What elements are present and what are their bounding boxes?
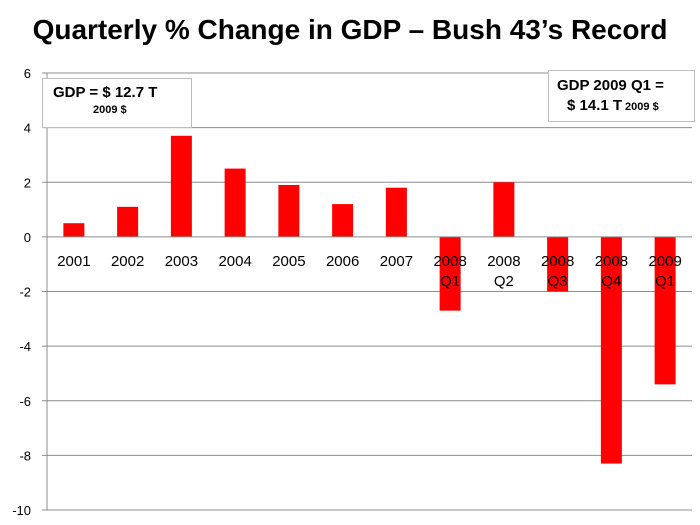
gdp-2009q1-unit: 2009 $	[625, 101, 659, 113]
gdp-2001-unit: 2009 $	[93, 104, 127, 116]
bar	[224, 168, 246, 237]
y-tick-label: -4	[19, 339, 31, 354]
y-tick-label: -6	[19, 394, 31, 409]
x-tick-label: 2003	[165, 253, 198, 270]
x-tick-label: Q1	[655, 273, 675, 290]
y-tick-label: 2	[24, 175, 31, 190]
gdp-2001-note: GDP = $ 12.7 T 2009 $	[42, 78, 192, 128]
bar	[439, 236, 461, 311]
x-tick-label: 2001	[57, 253, 90, 270]
x-tick-label: 2009	[648, 253, 681, 270]
labels: -10 -8 -6 -4 -2 0 2 4 6 2001 2002 2003 2004 2005 2006 2…	[12, 66, 682, 518]
gdp-2009q1-note: GDP 2009 Q1 = $ 14.1 T 2009 $	[548, 70, 695, 122]
x-tick-label: 2005	[272, 253, 305, 270]
y-tick-label: 4	[24, 121, 31, 136]
chart-title: Quarterly % Change in GDP – Bush 43’s Re…	[32, 14, 668, 45]
x-tick-label: 2008	[433, 253, 466, 270]
bar	[385, 187, 407, 237]
bar	[63, 223, 85, 237]
bar	[117, 206, 139, 237]
y-tick-label: -2	[19, 285, 31, 300]
gdp-2009q1-value: $ 14.1 T	[567, 97, 623, 114]
gdp-2009q1-heading: GDP 2009 Q1 =	[557, 77, 664, 94]
bar	[332, 204, 354, 237]
x-tick-label: Q3	[548, 273, 568, 290]
x-tick-label: Q2	[494, 273, 514, 290]
x-tick-label: 2004	[218, 253, 251, 270]
x-tick-label: Q4	[601, 273, 621, 290]
x-tick-label: 2006	[326, 253, 359, 270]
gdp-2001-value: GDP = $ 12.7 T	[53, 84, 158, 101]
bars	[63, 135, 676, 464]
grid-lines	[47, 72, 692, 511]
x-tick-label: Q1	[440, 273, 460, 290]
y-tick-label: 6	[24, 66, 31, 81]
x-tick-label: 2008	[595, 253, 628, 270]
y-tick-label: -8	[19, 448, 31, 463]
bar	[170, 135, 192, 237]
x-tick-label: 2008	[487, 253, 520, 270]
bar	[278, 184, 300, 237]
bar	[654, 236, 676, 385]
y-tick-label: 0	[24, 230, 31, 245]
y-tick-label: -10	[12, 503, 31, 518]
x-tick-label: 2008	[541, 253, 574, 270]
x-tick-label: 2007	[380, 253, 413, 270]
bar	[493, 182, 515, 237]
bar	[600, 236, 622, 464]
x-tick-label: 2002	[111, 253, 144, 270]
bar	[547, 236, 569, 292]
